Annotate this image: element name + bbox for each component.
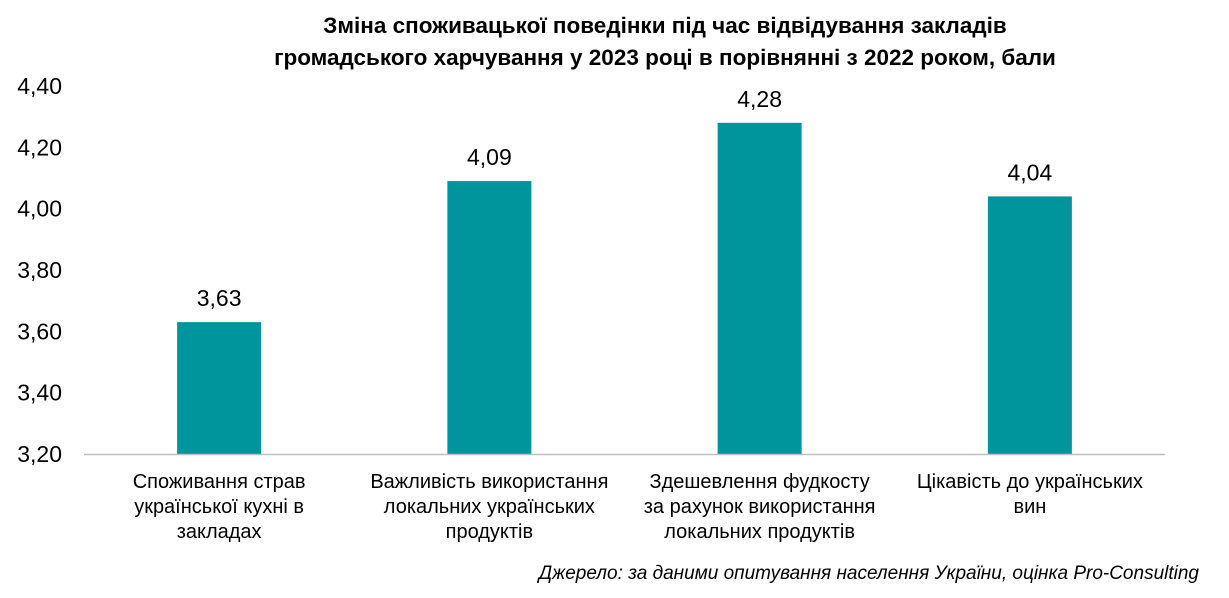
bar-data-label: 4,09 — [467, 144, 512, 170]
bar-data-label: 4,28 — [737, 86, 782, 112]
y-tick-label: 3,20 — [17, 441, 62, 467]
bar — [177, 322, 262, 454]
bars — [177, 122, 1072, 455]
bar — [987, 196, 1072, 454]
y-tick-label: 3,80 — [17, 257, 62, 283]
bar — [717, 122, 802, 455]
y-tick-label: 4,00 — [17, 196, 62, 222]
chart-title-line-2: громадського харчування у 2023 році в по… — [274, 45, 1056, 70]
x-tick-label: Споживання страв української кухні в закла… — [133, 471, 306, 543]
source-note: Джерело: за даними опитування населення … — [538, 563, 1199, 584]
x-tick-label: Здешевлення фудкосту за рахунок використа… — [644, 471, 876, 543]
bar — [447, 181, 532, 455]
x-tick-label: Важливість використання локальних українс… — [370, 471, 608, 543]
y-tick-label: 4,40 — [17, 73, 62, 99]
bar-data-label: 4,04 — [1007, 159, 1052, 185]
y-tick-label: 3,40 — [17, 380, 62, 406]
y-tick-label: 3,60 — [17, 318, 62, 344]
y-axis-tick-labels: 3,20 3,40 3,60 3,80 4,00 4,20 4,40 — [17, 73, 62, 467]
chart-title: Зміна споживацької поведінки під час від… — [200, 10, 1130, 74]
data-labels: 3,63 4,09 4,28 4,04 — [197, 86, 1053, 311]
chart-title-line-1: Зміна споживацької поведінки під час від… — [323, 13, 1007, 38]
x-axis-category-labels: Споживання страв української кухні в закла… — [133, 471, 1143, 543]
x-tick-label: Цікавість до українських вин — [917, 471, 1143, 518]
bar-data-label: 3,63 — [197, 285, 242, 311]
y-tick-label: 4,20 — [17, 134, 62, 160]
